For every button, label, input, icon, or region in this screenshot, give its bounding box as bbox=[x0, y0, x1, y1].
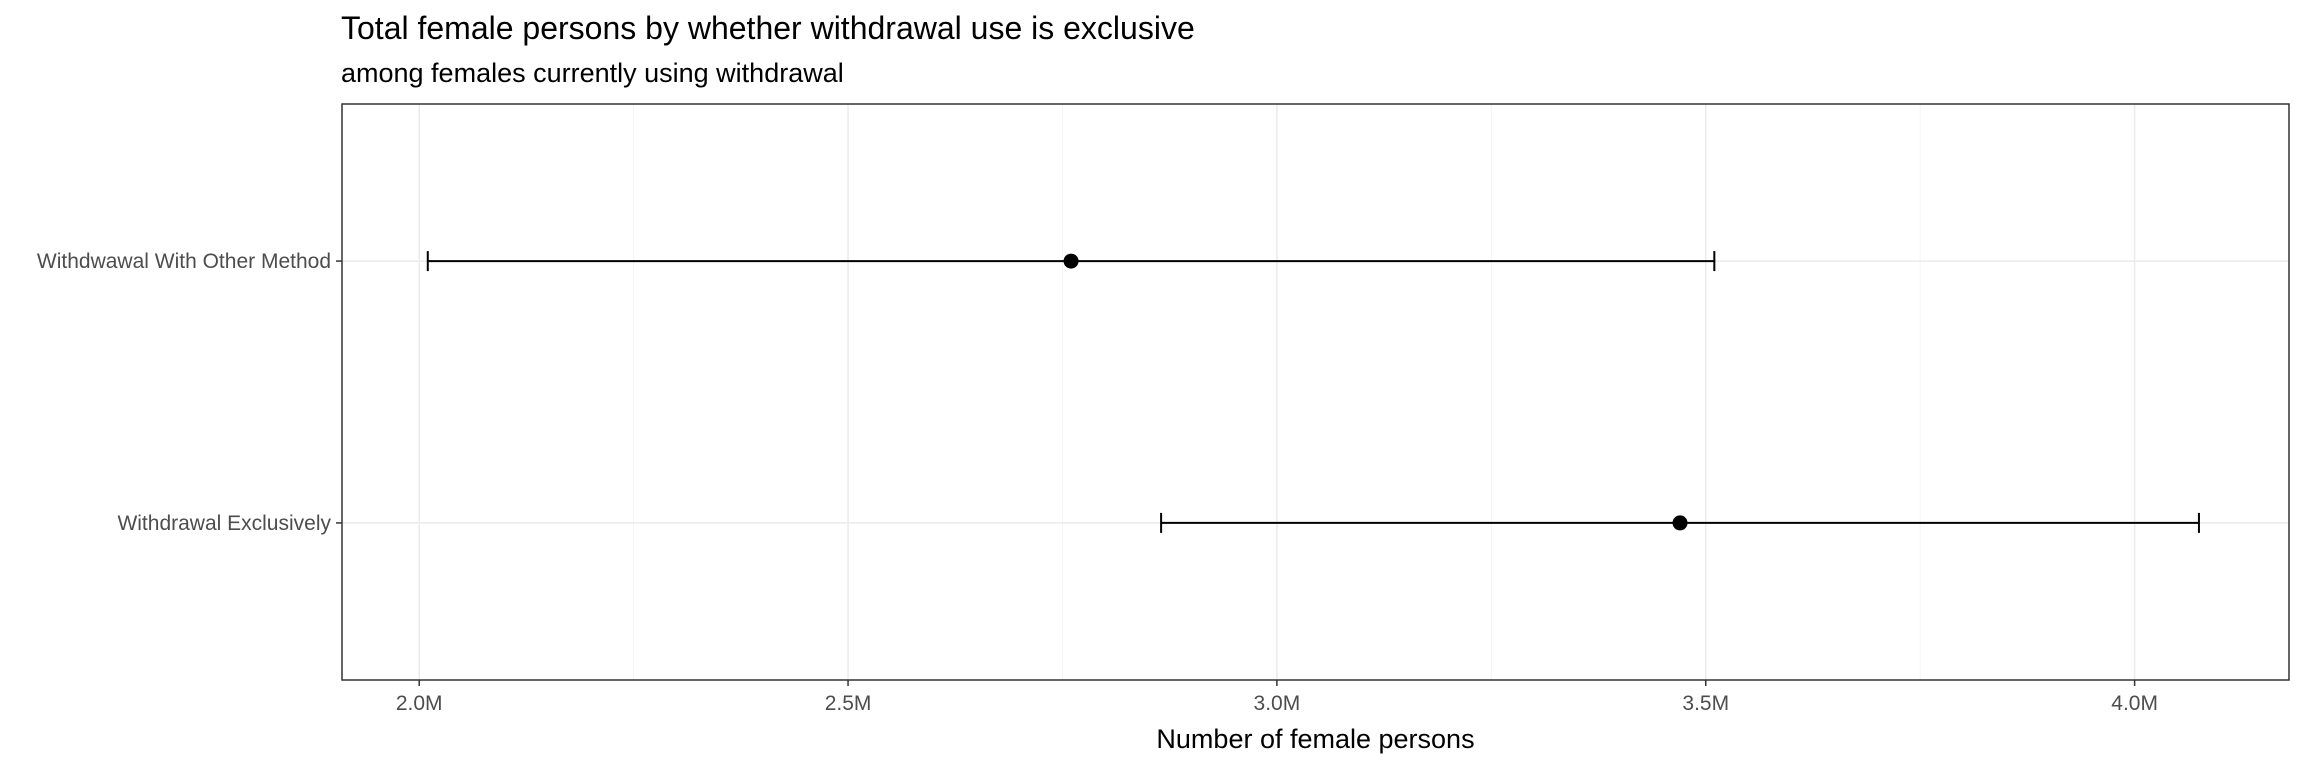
estimate-point bbox=[1063, 253, 1079, 269]
estimate-point bbox=[1672, 515, 1688, 531]
x-tick-label: 3.5M bbox=[1682, 692, 1729, 715]
x-tick-label: 2.5M bbox=[825, 692, 872, 715]
x-tick-label: 2.0M bbox=[396, 692, 443, 715]
axes: Withdwawal With Other Method Withdrawal E… bbox=[37, 250, 2158, 715]
y-tick-label: Withdwawal With Other Method bbox=[37, 250, 331, 273]
y-tick-label: Withdrawal Exclusively bbox=[117, 512, 331, 535]
panel-border bbox=[341, 103, 2290, 681]
chart-title: Total female persons by whether withdraw… bbox=[341, 10, 1195, 46]
data-marks bbox=[426, 251, 2200, 533]
chart-subtitle: among females currently using withdrawal bbox=[341, 58, 844, 88]
x-axis-title: Number of female persons bbox=[1156, 724, 1474, 754]
x-tick-label: 4.0M bbox=[2111, 692, 2158, 715]
grid-lines bbox=[342, 104, 2289, 680]
x-tick-label: 3.0M bbox=[1254, 692, 1301, 715]
